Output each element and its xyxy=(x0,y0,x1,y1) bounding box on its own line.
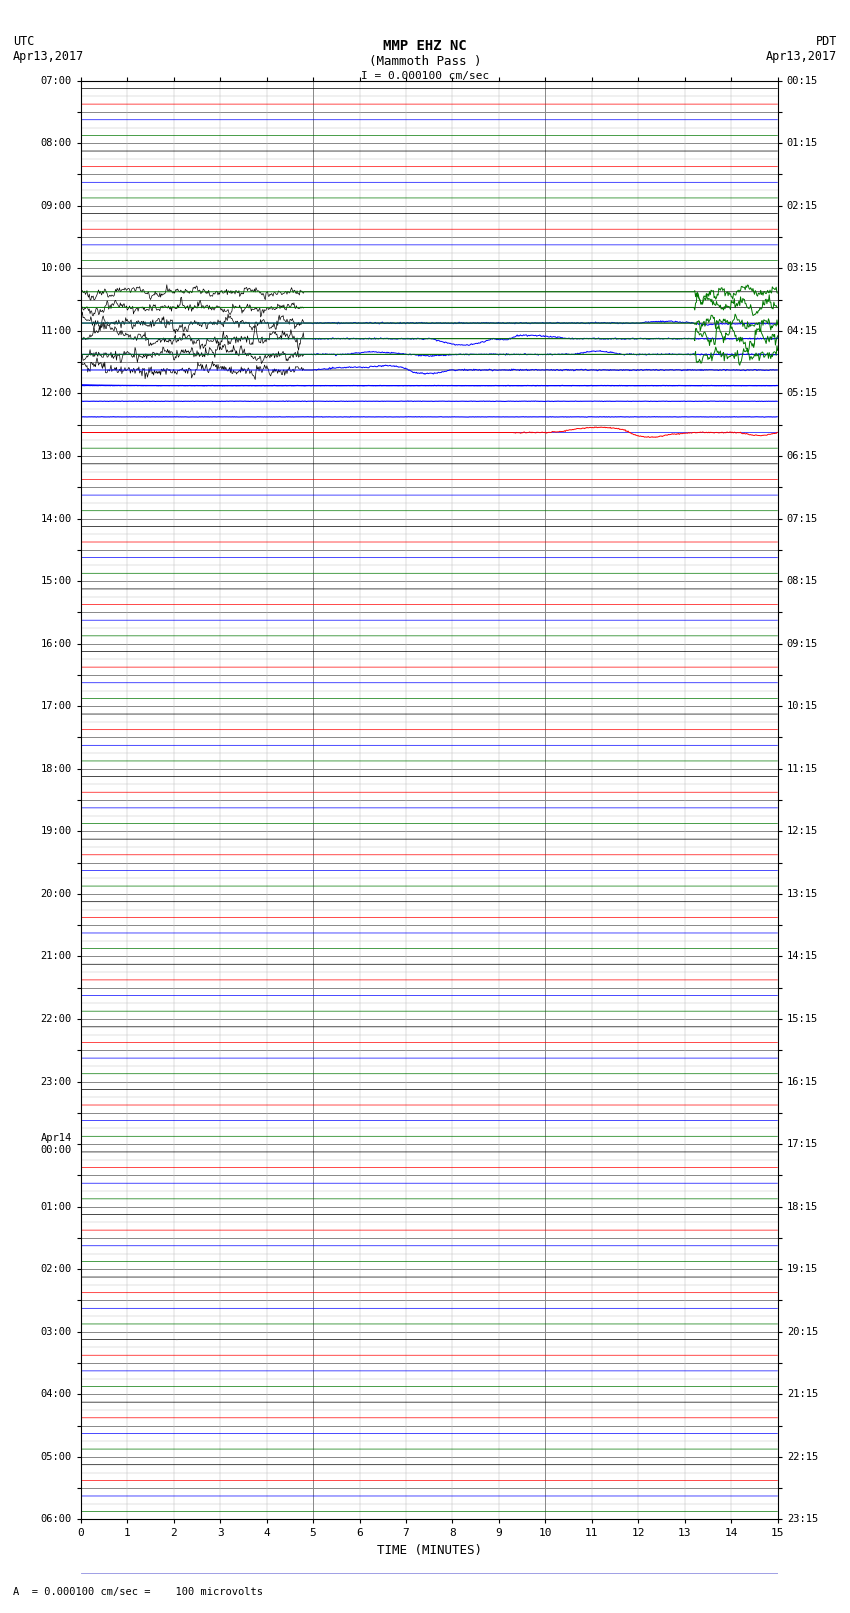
Text: I = 0.000100 cm/sec: I = 0.000100 cm/sec xyxy=(361,71,489,81)
Text: Apr13,2017: Apr13,2017 xyxy=(766,50,837,63)
Text: MMP EHZ NC: MMP EHZ NC xyxy=(383,39,467,53)
Text: (Mammoth Pass ): (Mammoth Pass ) xyxy=(369,55,481,68)
Text: PDT: PDT xyxy=(816,35,837,48)
Text: Apr13,2017: Apr13,2017 xyxy=(13,50,84,63)
X-axis label: TIME (MINUTES): TIME (MINUTES) xyxy=(377,1544,482,1557)
Text: A  = 0.000100 cm/sec =    100 microvolts: A = 0.000100 cm/sec = 100 microvolts xyxy=(13,1587,263,1597)
Text: UTC: UTC xyxy=(13,35,34,48)
